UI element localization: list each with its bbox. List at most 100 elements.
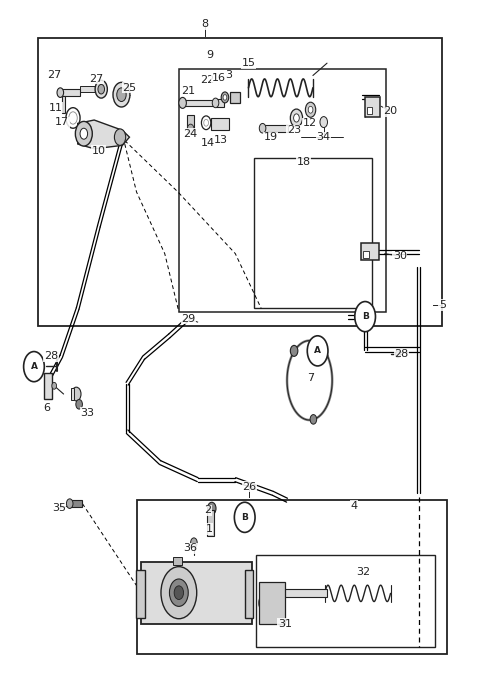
Bar [282,589,327,598]
Text: 19: 19 [264,132,277,142]
Bar [361,243,379,261]
Circle shape [95,80,108,98]
Circle shape [187,124,194,134]
Text: 32: 32 [356,567,370,577]
Circle shape [57,88,63,97]
Text: 14: 14 [201,138,215,147]
Circle shape [263,598,269,607]
Bar [245,570,253,618]
Circle shape [307,336,328,366]
Bar [80,87,99,92]
Text: 7: 7 [307,373,314,383]
Circle shape [320,117,327,127]
Text: 18: 18 [297,157,311,168]
Bar [141,562,252,624]
Circle shape [117,88,126,101]
Bar [254,158,372,308]
Circle shape [308,106,313,113]
Text: 10: 10 [92,146,106,156]
Circle shape [290,109,302,127]
Bar [71,388,74,401]
Text: 3: 3 [226,71,233,80]
Bar [229,92,240,103]
Bar [173,557,181,565]
Bar [263,125,288,131]
Bar [211,118,228,130]
Circle shape [66,108,80,128]
Bar [187,115,194,129]
Text: B: B [362,312,369,321]
Text: 30: 30 [393,252,407,261]
Text: 35: 35 [52,503,66,514]
Circle shape [207,503,216,514]
Text: 27: 27 [89,74,104,84]
Circle shape [80,128,87,139]
Bar [216,99,224,107]
Bar [59,89,80,96]
Text: A: A [314,347,321,355]
Text: 15: 15 [241,58,255,69]
Bar [136,500,447,654]
Circle shape [69,112,77,124]
Text: 22: 22 [200,75,214,85]
Circle shape [355,301,375,332]
Text: A: A [30,362,37,371]
Text: 13: 13 [214,135,228,145]
Bar [62,96,65,113]
Text: 31: 31 [278,619,292,628]
Bar [365,97,380,117]
Circle shape [290,345,298,356]
Circle shape [98,85,105,94]
Text: 33: 33 [80,408,94,417]
Polygon shape [78,120,130,149]
Text: 11: 11 [48,103,62,113]
Text: 27: 27 [47,71,61,80]
Circle shape [161,567,197,619]
Circle shape [396,351,400,358]
Circle shape [305,102,316,117]
Circle shape [204,120,208,127]
Text: 12: 12 [302,118,317,129]
Text: 5: 5 [439,300,446,310]
Text: 23: 23 [287,125,301,136]
Circle shape [212,98,219,108]
Bar [207,510,214,536]
Circle shape [234,503,255,533]
Text: 21: 21 [181,85,195,96]
Text: 24: 24 [183,129,198,138]
Text: 1: 1 [206,524,213,534]
Circle shape [179,97,186,108]
Text: 4: 4 [350,500,358,511]
Text: 25: 25 [122,82,136,93]
Circle shape [169,579,188,607]
Circle shape [294,114,299,122]
Text: 9: 9 [206,50,213,60]
Circle shape [72,387,81,401]
Bar [259,582,285,624]
Circle shape [275,600,279,606]
Circle shape [221,92,228,103]
Circle shape [174,586,183,600]
Text: 28: 28 [394,350,408,359]
Bar [256,555,435,647]
Text: B: B [241,513,248,522]
Text: 28: 28 [44,352,58,361]
Bar [367,107,372,114]
Bar [44,373,52,399]
Bar [179,69,386,312]
Text: 26: 26 [242,482,256,491]
Text: 17: 17 [55,117,69,127]
Circle shape [113,82,130,107]
Text: 34: 34 [317,132,331,142]
Bar [71,500,83,507]
Circle shape [259,124,266,133]
Circle shape [223,94,227,100]
Circle shape [52,382,57,389]
Circle shape [75,122,92,146]
Text: 16: 16 [212,73,226,82]
Circle shape [191,538,197,547]
Bar [38,38,442,326]
Circle shape [271,595,282,611]
Bar [182,100,218,106]
Bar [135,570,145,618]
